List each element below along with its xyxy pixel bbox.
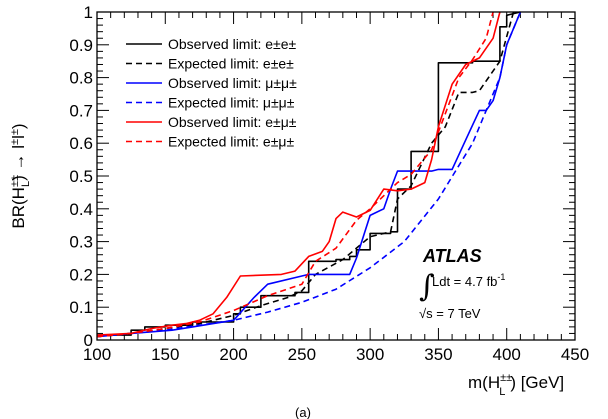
energy-label: √s = 7 TeV: [419, 306, 481, 321]
series-line-3: [96, 11, 522, 338]
x-tick-label: 250: [288, 345, 316, 364]
legend-label: Expected limit: μ±μ±: [168, 95, 295, 111]
legend-label: Observed limit: μ±μ±: [168, 75, 297, 91]
x-tick-label: 350: [424, 345, 452, 364]
y-axis-label: BR(H±±L) → l±l±): [9, 123, 32, 228]
x-tick-label: 100: [83, 345, 111, 364]
legend: Observed limit: e±e± Expected limit: e±e±…: [126, 36, 297, 150]
y-tick-label: 0: [84, 331, 93, 350]
x-tick-label: 200: [219, 345, 247, 364]
atlas-label: ATLAS: [422, 246, 482, 266]
x-tick-label: 450: [561, 345, 589, 364]
series-line-0: [97, 11, 521, 336]
y-tick-labels: 0 0.1 0.2 0.3 0.4 0.5 0.6 0.7 0.8 0.9 1: [69, 3, 93, 350]
y-tick-label: 0.2: [69, 265, 93, 284]
x-axis-label: m(H±± L) [GeV]: [468, 372, 564, 398]
y-tick-label: 0.3: [69, 233, 93, 252]
y-tick-label: 0.4: [69, 200, 93, 219]
y-tick-label: 0.1: [69, 298, 93, 317]
legend-label: Observed limit: e±μ±: [168, 114, 297, 130]
y-tick-label: 1: [84, 3, 93, 22]
x-tick-label: 300: [356, 345, 384, 364]
series-lines: [96, 11, 522, 338]
series-line-4: [96, 11, 501, 336]
integral-sign: ∫: [419, 269, 435, 304]
axis-ticks: [96, 11, 576, 341]
series-line-1: [96, 11, 515, 338]
y-tick-label: 0.9: [69, 36, 93, 55]
y-tick-label: 0.8: [69, 69, 93, 88]
series-line-5: [96, 11, 494, 338]
y-tick-label: 0.6: [69, 134, 93, 153]
legend-label: Expected limit: e±e±: [168, 56, 294, 72]
luminosity-label: Ldt = 4.7 fb-1: [432, 272, 505, 289]
panel-caption: (a): [295, 405, 311, 419]
y-tick-label: 0.5: [69, 167, 93, 186]
x-tick-labels: 100 150 200 250 300 350 400 450: [83, 345, 589, 364]
legend-label: Observed limit: e±e±: [168, 36, 297, 52]
x-tick-label: 150: [151, 345, 179, 364]
x-tick-label: 400: [493, 345, 521, 364]
plot-frame: [96, 11, 576, 341]
legend-label: Expected limit: e±μ±: [168, 134, 294, 150]
y-tick-label: 0.7: [69, 101, 93, 120]
